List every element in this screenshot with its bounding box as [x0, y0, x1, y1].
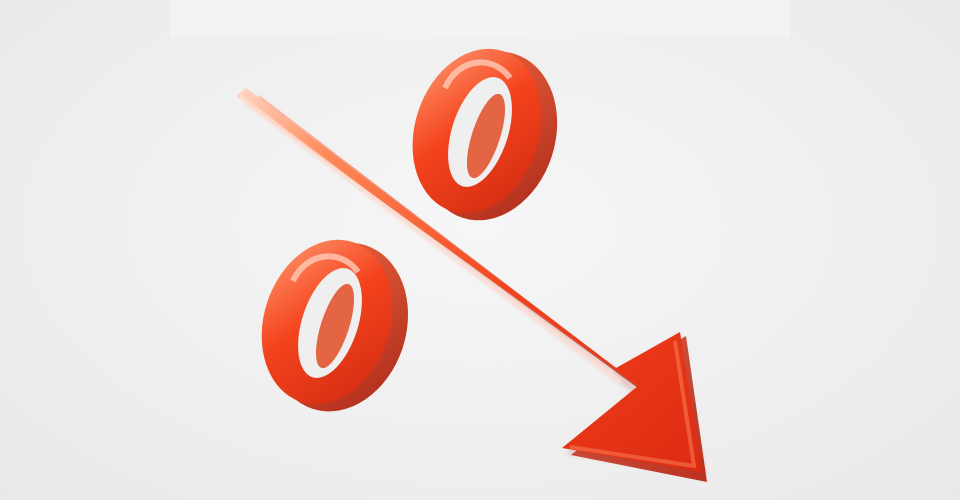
upper-zero-icon	[412, 48, 558, 221]
arrow-highlight-shape	[238, 95, 623, 385]
lower-zero-icon	[261, 239, 409, 412]
downward-arrow-icon	[236, 88, 702, 472]
arrow-head-highlight-shape	[569, 340, 697, 469]
background-band	[170, 0, 790, 38]
